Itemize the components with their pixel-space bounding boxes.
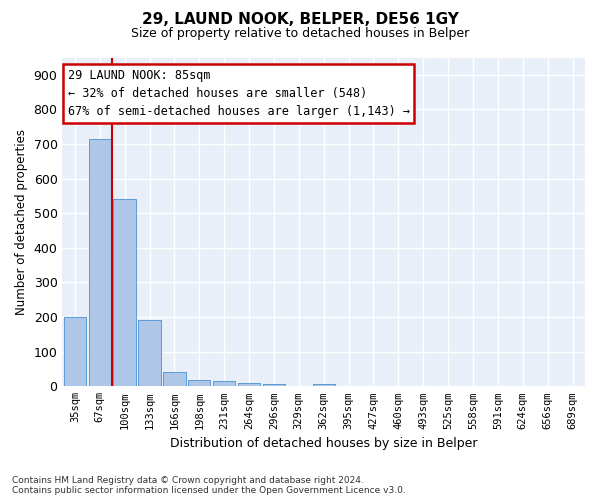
- Text: 29 LAUND NOOK: 85sqm
← 32% of detached houses are smaller (548)
67% of semi-deta: 29 LAUND NOOK: 85sqm ← 32% of detached h…: [68, 69, 410, 118]
- Bar: [64, 317, 86, 386]
- Bar: [263, 384, 285, 386]
- Bar: [238, 383, 260, 386]
- Bar: [163, 372, 185, 386]
- Bar: [139, 320, 161, 386]
- Text: Contains HM Land Registry data © Crown copyright and database right 2024.
Contai: Contains HM Land Registry data © Crown c…: [12, 476, 406, 495]
- Text: Size of property relative to detached houses in Belper: Size of property relative to detached ho…: [131, 28, 469, 40]
- Bar: [89, 139, 111, 386]
- X-axis label: Distribution of detached houses by size in Belper: Distribution of detached houses by size …: [170, 437, 478, 450]
- Bar: [313, 384, 335, 386]
- Bar: [213, 382, 235, 386]
- Y-axis label: Number of detached properties: Number of detached properties: [15, 129, 28, 315]
- Bar: [188, 380, 211, 386]
- Text: 29, LAUND NOOK, BELPER, DE56 1GY: 29, LAUND NOOK, BELPER, DE56 1GY: [142, 12, 458, 28]
- Bar: [113, 200, 136, 386]
